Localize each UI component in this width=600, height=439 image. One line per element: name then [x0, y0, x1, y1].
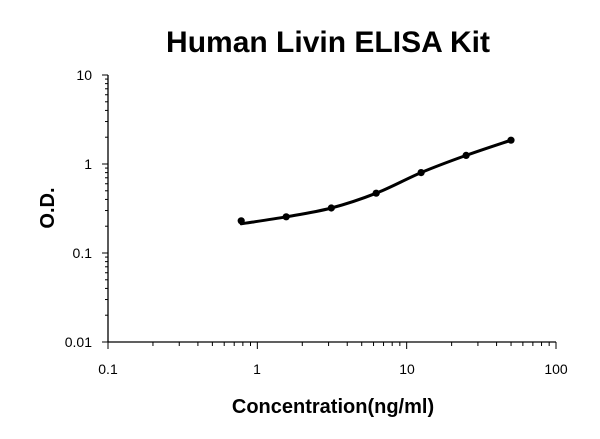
x-axis [107, 341, 557, 349]
data-points [237, 136, 515, 225]
data-point [462, 151, 470, 159]
y-tick-label: 1 [84, 156, 92, 172]
data-point [237, 217, 245, 225]
y-axis [102, 74, 109, 343]
y-tick-labels: 0.01 0.1 1 10 [65, 67, 92, 350]
data-point [507, 136, 515, 144]
x-tick-labels: 0.1 1 10 100 [98, 361, 568, 377]
data-point [327, 204, 335, 212]
x-tick-label: 0.1 [98, 361, 118, 377]
series-fit-line [239, 138, 513, 226]
data-point [417, 169, 425, 177]
y-tick-label: 0.1 [73, 245, 93, 261]
y-tick-label: 10 [76, 67, 92, 83]
x-tick-label: 10 [399, 361, 415, 377]
x-tick-label: 1 [253, 361, 261, 377]
x-axis-title: Concentration(ng/ml) [232, 396, 434, 418]
chart-title: Human Livin ELISA Kit [166, 26, 490, 59]
y-axis-title: O.D. [37, 187, 59, 228]
y-tick-label: 0.01 [65, 334, 92, 350]
x-tick-label: 100 [544, 361, 568, 377]
data-point [372, 189, 380, 197]
data-point [282, 213, 290, 221]
